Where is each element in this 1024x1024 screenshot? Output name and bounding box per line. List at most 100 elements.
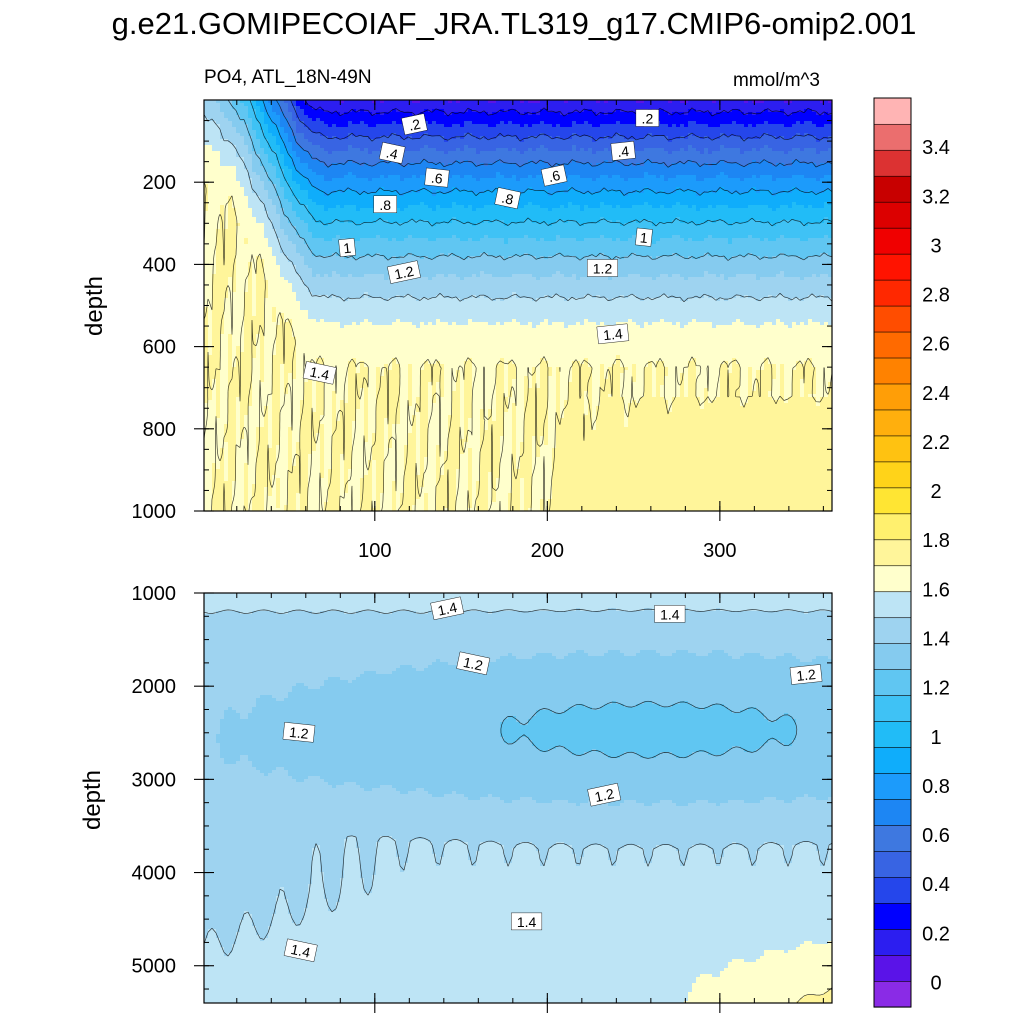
- colorbar-box: [873, 305, 912, 333]
- units-label: mmol/m^3: [733, 70, 820, 91]
- colorbar-box: [873, 331, 912, 359]
- contour-label-text: 1.2: [462, 654, 485, 674]
- contour-label-text: .8: [500, 190, 515, 208]
- colorbar-box: [873, 149, 912, 177]
- contour-label: 1.4: [654, 605, 686, 623]
- colorbar-box: [873, 772, 912, 800]
- colorbar-box: [873, 643, 912, 670]
- contour-label-text: .4: [617, 143, 630, 160]
- contour-label: 1.2: [789, 664, 823, 685]
- colorbar-box: [873, 201, 912, 229]
- contour-label-text: .2: [407, 116, 422, 134]
- colorbar-box: [873, 383, 912, 411]
- contour-label-text: 1.4: [436, 599, 459, 619]
- colorbar-box: [873, 980, 912, 1008]
- lower-y-axis-label: depth: [79, 770, 106, 830]
- colorbar-box: [873, 928, 912, 956]
- colorbar-tick-label: 0: [930, 972, 941, 994]
- colorbar-box: [873, 487, 912, 515]
- colorbar-box: [873, 539, 912, 567]
- colorbar-box: [873, 695, 912, 722]
- contour-label: .2: [401, 113, 428, 136]
- contour-label: .8: [373, 195, 397, 214]
- colorbar-tick-label: 3: [930, 235, 941, 257]
- contour-label-text: 1.2: [593, 261, 613, 277]
- contour-label: 1: [338, 238, 356, 257]
- upper-panel: .2 .2 .4 .4 .6 .6 .8 .8 1 1 1.2 1.2 1.4 1.4 100 200 300…: [81, 99, 833, 562]
- colorbar-box: [873, 876, 912, 904]
- lower-plot-frame: [203, 592, 833, 1004]
- contour-label: 1.2: [587, 259, 618, 277]
- colorbar-box: [873, 850, 912, 878]
- upper-contour-fills: [204, 100, 832, 511]
- contour-label-text: .6: [430, 170, 443, 187]
- y-tick-label: 4000: [132, 863, 177, 885]
- y-tick-label: 2000: [132, 676, 177, 698]
- y-tick-label: 1000: [132, 501, 177, 523]
- colorbar-box: [873, 746, 912, 774]
- x-tick-label: 200: [531, 540, 564, 562]
- colorbar-box: [873, 357, 912, 385]
- colorbar-tick-label: 3.2: [922, 186, 950, 208]
- colorbar-box: [873, 617, 912, 644]
- contour-label: 1.4: [283, 938, 318, 963]
- colorbar-tick-label: 1.4: [922, 629, 950, 651]
- y-tick-label: 1000: [132, 583, 177, 605]
- colorbar-tick-label: 0.8: [922, 776, 950, 798]
- colorbar-tick-label: 0.4: [922, 874, 950, 896]
- contour-label: 1.4: [596, 323, 630, 345]
- lower-contour-fills: [204, 593, 832, 1003]
- colorbar-box: [873, 954, 912, 982]
- contour-label-text: .8: [379, 197, 391, 213]
- upper-axis-ticks: 100 200 300 200 400 600 800 1000: [132, 99, 832, 562]
- contour-label: 1.2: [387, 260, 421, 284]
- colorbar-tick-label: 2: [930, 481, 941, 503]
- colorbar-tick-label: 1: [930, 727, 941, 749]
- colorbar-box: [873, 565, 912, 593]
- contour-label: 1.4: [430, 596, 465, 621]
- contour-label-text: 1: [342, 240, 352, 257]
- colorbar-box: [873, 591, 912, 619]
- contour-label: 1.4: [302, 361, 337, 385]
- colorbar-tick-label: 1.6: [922, 579, 950, 601]
- colorbar-box: [873, 824, 912, 852]
- colorbar-box: [873, 513, 912, 541]
- colorbar-box: [873, 721, 912, 748]
- lower-axis-ticks: 1000 2000 3000 4000 5000: [132, 583, 832, 1013]
- colorbar-tick-label: 2.4: [922, 383, 950, 405]
- colorbar-labels: 0 0.2 0.4 0.6 0.8 1 1.2 1.4 1.6 1.8 2 2.2 2.4 2.6 2.8 3…: [922, 137, 950, 994]
- contour-label: 1.4: [511, 912, 543, 931]
- x-tick-label: 100: [358, 540, 391, 562]
- contour-label: .8: [494, 187, 521, 210]
- colorbar-tick-label: 2.6: [922, 334, 950, 356]
- contour-label-text: .4: [385, 144, 400, 162]
- contour-label-text: 1.4: [602, 325, 623, 343]
- contour-label: 1.2: [282, 722, 316, 743]
- colorbar-tick-label: 2.2: [922, 432, 950, 454]
- variable-region-label: PO4, ATL_18N-49N: [204, 67, 372, 88]
- lower-contour-lines: [204, 608, 832, 1003]
- contour-label: .6: [540, 164, 568, 187]
- colorbar: 0 0.2 0.4 0.6 0.8 1 1.2 1.4 1.6 1.8 2 2.2 2.4 2.6 2.8 3…: [873, 97, 950, 1008]
- x-tick-label: 300: [703, 540, 736, 562]
- contour-label-text: 1.2: [796, 666, 817, 684]
- contour-label-text: .6: [547, 167, 562, 185]
- colorbar-box: [873, 123, 912, 151]
- colorbar-tick-label: 3.4: [922, 137, 950, 159]
- colorbar-box: [873, 409, 912, 437]
- colorbar-box: [873, 798, 912, 826]
- colorbar-tick-label: 0.6: [922, 825, 950, 847]
- colorbar-box: [873, 279, 912, 307]
- y-tick-label: 600: [143, 337, 176, 359]
- y-tick-label: 800: [143, 419, 176, 441]
- upper-contour-lines: [204, 100, 832, 511]
- contour-label-text: 1.2: [288, 724, 309, 742]
- colorbar-box: [873, 227, 912, 255]
- contour-label: 1.2: [587, 782, 622, 807]
- lower-contour-labels: 1.4 1.4 1.2 1.2 1.2 1.2 1.4 1.4: [282, 596, 823, 963]
- colorbar-boxes: [873, 97, 912, 1008]
- colorbar-box: [873, 461, 912, 489]
- colorbar-tick-label: 1.2: [922, 678, 950, 700]
- contour-label: .4: [610, 141, 636, 161]
- contour-label-text: 1.2: [393, 263, 416, 283]
